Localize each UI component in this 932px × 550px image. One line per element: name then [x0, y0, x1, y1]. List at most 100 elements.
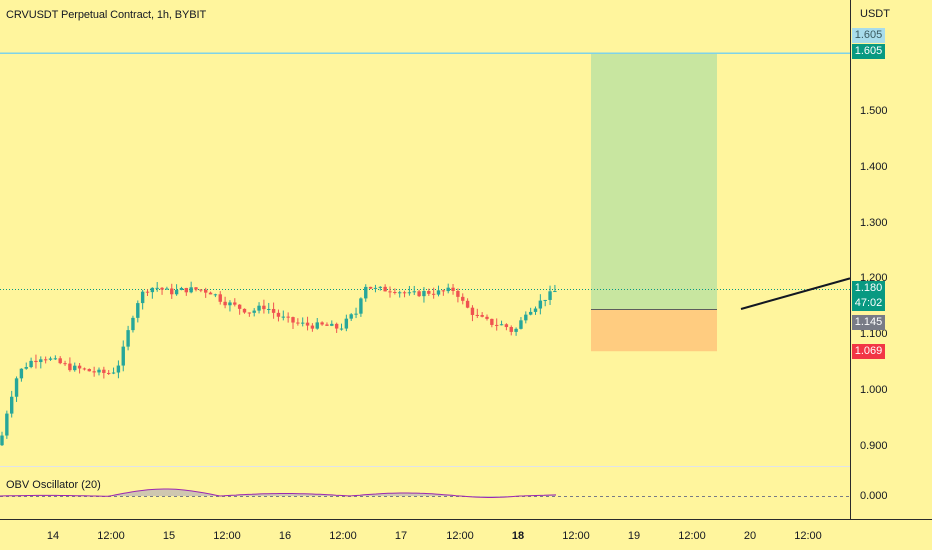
candle-body — [504, 324, 509, 328]
candle-body — [267, 308, 271, 310]
oscillator-line — [0, 488, 557, 498]
last-price-badge: 1.180 — [852, 281, 885, 296]
candle-body — [388, 291, 392, 293]
candle-body — [140, 291, 145, 304]
candle-body — [58, 358, 62, 364]
candle-body — [330, 323, 334, 326]
candle-body — [121, 346, 125, 366]
candle-body — [533, 308, 538, 312]
candle-body — [155, 287, 159, 289]
candle-body — [461, 296, 465, 301]
candle-body — [359, 298, 363, 314]
candle-body — [228, 302, 232, 306]
candle-body — [398, 292, 402, 294]
candle-body — [242, 308, 247, 313]
candle-body — [431, 293, 436, 295]
candle-body — [393, 292, 397, 294]
candle-body — [446, 287, 450, 292]
candle-body — [543, 299, 547, 301]
candle-body — [402, 292, 407, 294]
candle-body — [286, 316, 290, 318]
candle-body — [475, 314, 479, 316]
time-tick: 16 — [278, 530, 292, 542]
candle-body — [223, 301, 227, 306]
currency-label[interactable]: USDT — [860, 8, 890, 20]
candle-body — [422, 291, 426, 297]
candle-body — [73, 365, 77, 371]
candle-body — [179, 287, 184, 291]
candle-body — [281, 316, 285, 318]
candle-body — [296, 322, 300, 324]
candle-body — [354, 313, 358, 315]
candle-body — [349, 314, 353, 319]
candle-body — [451, 287, 455, 291]
chart-title[interactable]: CRVUSDT Perpetual Contract, 1h, BYBIT — [6, 9, 207, 21]
candle-body — [237, 304, 242, 309]
long-position-stop-zone[interactable] — [591, 308, 717, 352]
oscillator-tick: 0.000 — [860, 490, 888, 502]
candle-body — [213, 294, 218, 296]
candle-body — [412, 291, 416, 293]
candle-body — [160, 287, 164, 290]
time-tick: 12:00 — [794, 530, 822, 542]
candle-body — [0, 435, 4, 446]
candle-body — [126, 330, 130, 347]
candle-body — [189, 287, 193, 293]
candle-body — [14, 378, 19, 397]
candle-body — [427, 291, 431, 294]
price-tick: 0.900 — [860, 440, 888, 452]
candle-body — [252, 310, 256, 313]
target-price-badge: 1.605 — [852, 44, 885, 59]
candle-body — [339, 328, 344, 330]
trend-line-drawing[interactable] — [740, 277, 851, 310]
oscillator-title[interactable]: OBV Oscillator (20) — [6, 479, 101, 491]
time-tick: 12:00 — [329, 530, 357, 542]
price-tick: 1.400 — [860, 161, 888, 173]
candle-body — [499, 324, 504, 326]
candle-body — [102, 369, 106, 373]
candle-body — [519, 320, 523, 329]
stop-price-badge: 1.069 — [852, 344, 885, 359]
candle-body — [490, 318, 494, 325]
candle-body — [373, 287, 378, 289]
time-tick: 14 — [46, 530, 60, 542]
candle-body — [325, 324, 329, 326]
candle-body — [165, 288, 169, 290]
time-tick: 15 — [162, 530, 176, 542]
candle-body — [233, 302, 237, 305]
candle-body — [53, 358, 58, 360]
candle-body — [456, 290, 460, 297]
candle-body — [407, 292, 412, 294]
candle-body — [368, 286, 373, 289]
candle-body — [63, 363, 67, 365]
candle-body — [485, 316, 489, 319]
candle-body — [194, 287, 198, 290]
time-tick: 12:00 — [213, 530, 241, 542]
long-position-target-zone[interactable] — [591, 53, 717, 309]
candle-body — [77, 365, 82, 369]
time-tick: 19 — [627, 530, 641, 542]
candle-body — [97, 369, 101, 373]
candle-body — [262, 305, 266, 310]
candle-body — [514, 328, 518, 332]
candle-body — [43, 359, 48, 361]
candlestick-series — [0, 281, 557, 446]
time-tick: 12:00 — [97, 530, 125, 542]
price-tick: 1.100 — [860, 328, 888, 340]
candle-body — [291, 317, 295, 323]
candle-body — [136, 303, 140, 318]
price-tick: 1.000 — [860, 384, 888, 396]
candle-body — [301, 322, 305, 324]
time-tick: 12:00 — [678, 530, 706, 542]
time-tick: 17 — [394, 530, 408, 542]
price-tick: 1.500 — [860, 105, 888, 117]
price-tick: 1.300 — [860, 217, 888, 229]
candle-body — [111, 372, 116, 374]
candle-body — [92, 371, 96, 373]
candle-body — [315, 322, 319, 329]
candle-body — [271, 308, 276, 313]
candle-body — [320, 322, 324, 325]
candle-body — [548, 291, 552, 300]
candle-body — [68, 363, 72, 371]
